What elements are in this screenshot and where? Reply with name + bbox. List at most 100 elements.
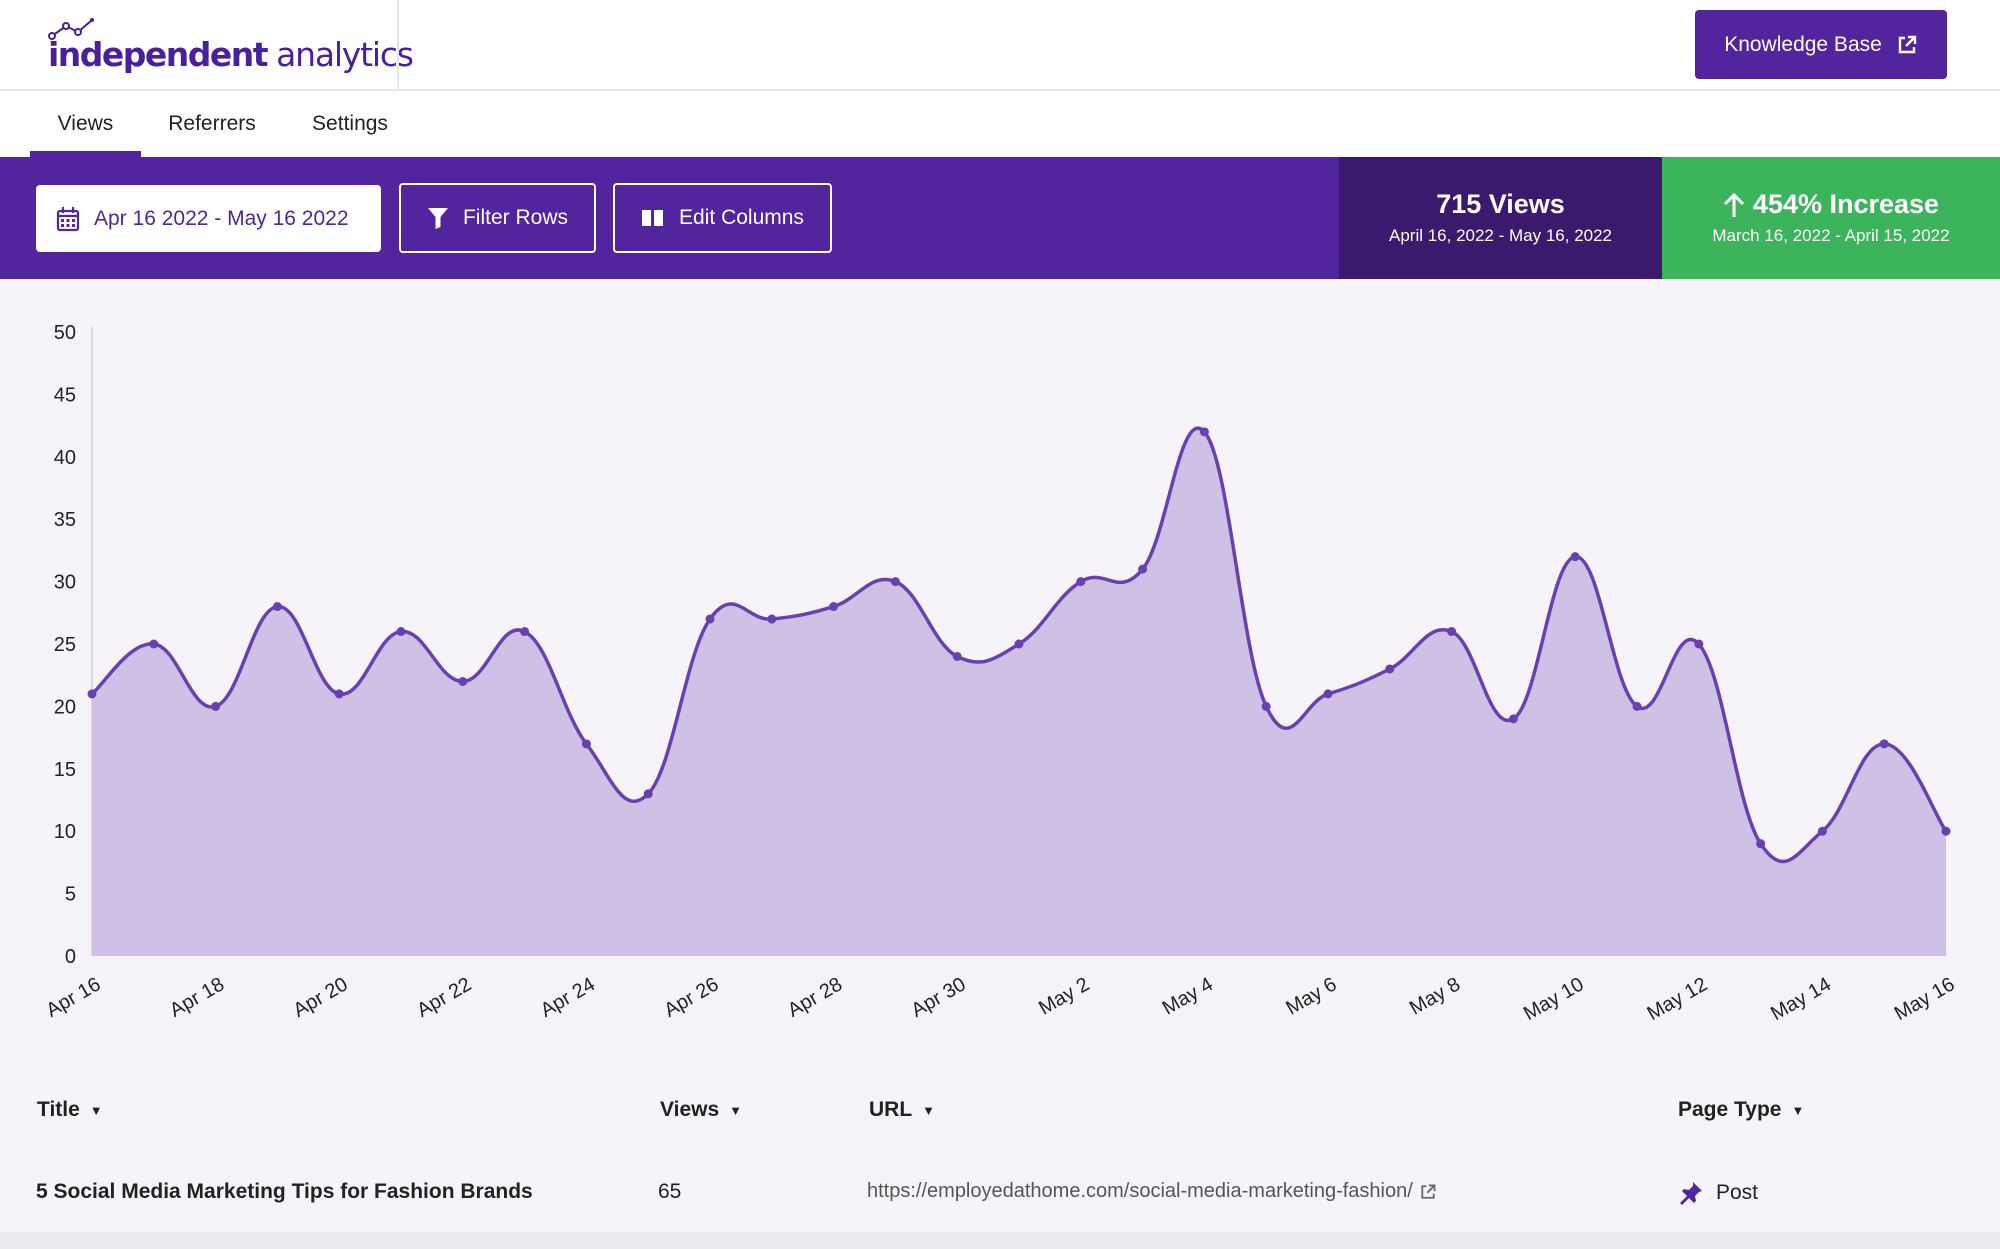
- data-point: [334, 689, 344, 699]
- data-point: [1879, 739, 1889, 749]
- x-tick-label: May 6: [1282, 973, 1340, 1019]
- y-tick-label: 30: [54, 572, 76, 594]
- data-point: [87, 689, 97, 699]
- filter-rows-button[interactable]: Filter Rows: [399, 183, 596, 253]
- data-point: [149, 639, 159, 649]
- knowledge-base-button[interactable]: Knowledge Base: [1695, 10, 1947, 79]
- edit-columns-label: Edit Columns: [679, 206, 804, 229]
- data-point: [767, 614, 777, 624]
- row-url-text: https://employedathome.com/social-media-…: [867, 1180, 1413, 1202]
- pushpin-icon: [1680, 1182, 1702, 1205]
- y-tick-label: 50: [54, 322, 76, 344]
- arrow-up-icon: [1723, 192, 1744, 217]
- data-point: [1138, 564, 1148, 574]
- data-point: [272, 602, 282, 612]
- filter-rows-label: Filter Rows: [462, 206, 568, 229]
- views-area-fill: [92, 428, 1946, 956]
- y-tick-label: 10: [54, 821, 76, 843]
- x-tick-label: May 16: [1891, 973, 1959, 1025]
- tab-referrers-label: Referrers: [168, 112, 256, 135]
- logo-chart-icon: [48, 18, 94, 40]
- views-date-range: April 16, 2022 - May 16, 2022: [1388, 226, 1613, 245]
- filter-icon: [427, 208, 448, 229]
- data-point: [1261, 701, 1271, 711]
- y-tick-label: 25: [54, 634, 76, 656]
- tab-settings[interactable]: Settings: [298, 91, 402, 157]
- logo-secondary-text: analytics: [276, 35, 414, 74]
- data-point: [581, 739, 591, 749]
- x-tick-label: Apr 30: [908, 973, 970, 1022]
- row-page-type: Post: [1678, 1180, 1758, 1206]
- sort-caret-icon: ▼: [89, 1102, 103, 1118]
- x-tick-label: Apr 20: [290, 973, 352, 1022]
- row-title: 5 Social Media Marketing Tips for Fashio…: [36, 1180, 533, 1203]
- column-header-title-label: Title: [37, 1098, 80, 1121]
- y-tick-label: 40: [54, 447, 76, 469]
- tab-views-label: Views: [57, 112, 114, 135]
- column-header-page-type-label: Page Type: [1678, 1098, 1782, 1121]
- data-point: [643, 789, 653, 799]
- tab-views[interactable]: Views: [30, 91, 141, 157]
- views-stat-panel: 715 Views April 16, 2022 - May 16, 2022: [1339, 157, 1662, 279]
- knowledge-base-label: Knowledge Base: [1724, 32, 1882, 56]
- x-tick-label: May 2: [1035, 973, 1093, 1019]
- y-tick-label: 20: [54, 696, 76, 718]
- x-tick-label: Apr 24: [537, 973, 599, 1022]
- x-tick-label: May 4: [1159, 973, 1217, 1019]
- sort-caret-icon: ▼: [922, 1102, 936, 1118]
- data-point: [705, 614, 715, 624]
- x-tick-label: May 10: [1520, 973, 1588, 1025]
- data-point: [890, 577, 900, 587]
- data-point: [520, 627, 530, 637]
- data-point: [1508, 714, 1518, 724]
- x-tick-label: Apr 18: [166, 973, 228, 1022]
- y-tick-label: 35: [54, 509, 76, 531]
- x-tick-label: Apr 22: [413, 973, 475, 1022]
- tab-referrers[interactable]: Referrers: [156, 91, 268, 157]
- column-header-url[interactable]: URL ▼: [869, 1098, 935, 1122]
- y-tick-label: 0: [65, 946, 76, 968]
- y-tick-label: 45: [54, 384, 76, 406]
- data-point: [396, 627, 406, 637]
- column-header-views-label: Views: [660, 1098, 720, 1121]
- views-total: 715 Views: [1436, 189, 1565, 219]
- increase-date-range: March 16, 2022 - April 15, 2022: [1712, 226, 1950, 245]
- data-point: [1199, 427, 1209, 437]
- views-chart: 0 5 10 15 20 25 30 35 40 45 50 Apr 16 Apr 18 Apr 20 Ap…: [0, 279, 2000, 1059]
- x-tick-label: Apr 26: [660, 973, 722, 1022]
- data-point: [211, 701, 221, 711]
- edit-columns-button[interactable]: Edit Columns: [613, 183, 832, 253]
- logo-primary-text: independent: [48, 35, 269, 74]
- column-header-views[interactable]: Views ▼: [660, 1098, 742, 1122]
- sort-caret-icon: ▼: [729, 1102, 743, 1118]
- increase-stat-panel: 454% Increase March 16, 2022 - April 15,…: [1662, 157, 2000, 279]
- data-point: [1632, 701, 1642, 711]
- date-range-label: Apr 16 2022 - May 16 2022: [94, 206, 349, 230]
- date-range-picker[interactable]: Apr 16 2022 - May 16 2022: [36, 185, 381, 252]
- y-tick-label: 5: [65, 884, 76, 906]
- data-point: [458, 676, 468, 686]
- row-page-type-label: Post: [1716, 1181, 1759, 1204]
- increase-value: 454% Increase: [1752, 189, 1940, 219]
- row-divider: [0, 1232, 2000, 1249]
- data-point: [1447, 627, 1457, 637]
- x-tick-label: Apr 28: [784, 973, 846, 1022]
- data-point: [1756, 839, 1766, 849]
- data-point: [1817, 826, 1827, 836]
- data-point: [1014, 639, 1024, 649]
- tab-settings-label: Settings: [312, 112, 388, 135]
- external-link-icon: [1898, 35, 1917, 53]
- logo[interactable]: independent analytics: [48, 18, 414, 74]
- data-point: [1694, 639, 1704, 649]
- data-point: [952, 651, 962, 661]
- column-header-page-type[interactable]: Page Type ▼: [1678, 1098, 1804, 1122]
- column-header-url-label: URL: [869, 1098, 913, 1121]
- y-tick-label: 15: [54, 759, 76, 781]
- toolbar: Apr 16 2022 - May 16 2022 Filter Rows Ed…: [0, 157, 1339, 279]
- row-url-link[interactable]: https://employedathome.com/social-media-…: [867, 1180, 1437, 1203]
- column-header-title[interactable]: Title ▼: [37, 1098, 103, 1122]
- data-point: [1385, 664, 1395, 674]
- x-tick-label: May 14: [1767, 973, 1835, 1025]
- tab-bar: Views Referrers Settings: [0, 91, 2000, 157]
- x-tick-label: May 8: [1406, 973, 1464, 1019]
